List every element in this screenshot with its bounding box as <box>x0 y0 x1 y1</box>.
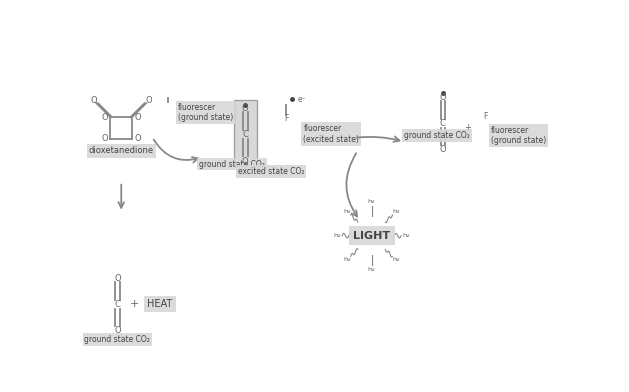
Text: ground state CO₂: ground state CO₂ <box>84 335 150 344</box>
Text: HEAT: HEAT <box>147 299 172 309</box>
Text: +: + <box>464 123 471 132</box>
Text: hν: hν <box>368 199 376 204</box>
Text: O: O <box>146 96 152 105</box>
Text: O: O <box>242 156 248 165</box>
Text: dioxetanedione: dioxetanedione <box>89 147 154 156</box>
Text: O: O <box>90 96 97 105</box>
Text: ground state CO₂: ground state CO₂ <box>199 160 265 169</box>
Text: ground state CO₂: ground state CO₂ <box>404 131 470 140</box>
Text: hν: hν <box>343 257 351 262</box>
Text: hν: hν <box>392 209 399 214</box>
Text: O: O <box>114 274 121 283</box>
Text: fluorescer
(excited state): fluorescer (excited state) <box>303 124 359 144</box>
Text: fluorescer
(ground state): fluorescer (ground state) <box>491 126 546 145</box>
Text: O: O <box>242 104 248 113</box>
FancyBboxPatch shape <box>233 100 257 166</box>
Text: O: O <box>440 145 446 154</box>
Text: C: C <box>242 130 248 139</box>
Text: C: C <box>440 119 446 128</box>
Text: F: F <box>284 114 289 123</box>
Text: e⁻: e⁻ <box>297 95 306 104</box>
Text: O: O <box>440 93 446 102</box>
Text: O: O <box>102 113 108 122</box>
Text: +: + <box>130 299 139 309</box>
Text: O: O <box>102 134 108 143</box>
Text: O: O <box>114 326 121 335</box>
Text: hν: hν <box>392 257 399 262</box>
Text: hν: hν <box>402 233 409 238</box>
Text: F: F <box>483 112 487 121</box>
Text: hν: hν <box>334 233 341 238</box>
Text: fluorescer
(ground state): fluorescer (ground state) <box>178 103 233 122</box>
Text: O: O <box>134 134 141 143</box>
Text: excited state CO₂: excited state CO₂ <box>238 167 304 176</box>
Text: LIGHT: LIGHT <box>353 230 390 241</box>
Text: hν: hν <box>368 267 376 272</box>
Text: hν: hν <box>343 209 351 214</box>
Text: O: O <box>134 113 141 122</box>
Text: C: C <box>114 300 120 309</box>
